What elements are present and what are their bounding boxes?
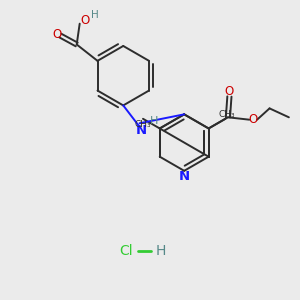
- Text: O: O: [225, 85, 234, 98]
- Text: O: O: [249, 113, 258, 126]
- Text: O: O: [80, 14, 90, 27]
- Text: H: H: [156, 244, 166, 258]
- Text: H: H: [150, 116, 159, 126]
- Text: N: N: [136, 124, 147, 137]
- Text: CH₃: CH₃: [135, 120, 151, 129]
- Text: CH₃: CH₃: [218, 110, 235, 119]
- Text: Cl: Cl: [119, 244, 133, 258]
- Text: O: O: [52, 28, 62, 40]
- Text: H: H: [91, 11, 98, 20]
- Text: N: N: [178, 170, 190, 183]
